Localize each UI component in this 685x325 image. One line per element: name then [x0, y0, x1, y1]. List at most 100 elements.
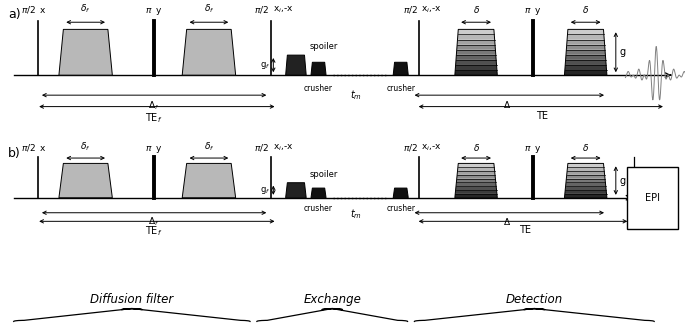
Text: $\delta_f$: $\delta_f$ [80, 3, 91, 15]
Text: spoiler: spoiler [310, 171, 338, 179]
Text: b): b) [8, 147, 21, 160]
Text: $\Delta$: $\Delta$ [503, 99, 511, 111]
Polygon shape [456, 186, 497, 190]
Text: $\pi/2$: $\pi/2$ [21, 142, 36, 153]
Text: $\pi/2$: $\pi/2$ [254, 4, 269, 15]
Text: Diffusion filter: Diffusion filter [90, 293, 173, 306]
Text: crusher: crusher [304, 84, 333, 93]
Polygon shape [564, 70, 607, 75]
Text: $\Delta_f$: $\Delta_f$ [149, 99, 160, 112]
Text: $\delta$: $\delta$ [473, 4, 480, 15]
Polygon shape [311, 188, 326, 198]
Polygon shape [566, 171, 605, 175]
Text: x$_i$,-x: x$_i$,-x [273, 142, 293, 153]
Text: Exchange: Exchange [303, 293, 361, 306]
Text: crusher: crusher [386, 84, 415, 93]
Polygon shape [565, 65, 606, 70]
Text: x$_i$,-x: x$_i$,-x [421, 5, 442, 15]
Polygon shape [182, 29, 236, 75]
Polygon shape [457, 40, 495, 45]
Polygon shape [286, 55, 306, 75]
Polygon shape [458, 34, 495, 40]
Polygon shape [456, 65, 497, 70]
Text: crusher: crusher [386, 204, 415, 213]
Polygon shape [455, 70, 497, 75]
Polygon shape [286, 183, 306, 198]
Text: $\pi/2$: $\pi/2$ [403, 142, 418, 153]
Text: $\delta_f$: $\delta_f$ [80, 140, 91, 153]
Text: TE$_f$: TE$_f$ [145, 111, 163, 125]
Polygon shape [567, 34, 604, 40]
Polygon shape [458, 29, 495, 34]
Text: crusher: crusher [304, 204, 333, 213]
Text: $\pi/2$: $\pi/2$ [254, 142, 269, 153]
Text: $t_m$: $t_m$ [350, 207, 362, 221]
Polygon shape [455, 194, 497, 198]
Polygon shape [566, 175, 605, 179]
Text: $\pi/2$: $\pi/2$ [21, 4, 36, 15]
Text: x: x [40, 144, 45, 153]
Polygon shape [567, 163, 604, 167]
Polygon shape [59, 29, 112, 75]
Polygon shape [59, 163, 112, 198]
Polygon shape [567, 29, 604, 34]
Text: x$_i$,-x: x$_i$,-x [273, 5, 293, 15]
Polygon shape [456, 60, 497, 65]
Polygon shape [566, 182, 606, 186]
Polygon shape [565, 60, 606, 65]
Text: y: y [156, 144, 162, 153]
Text: $\pi/2$: $\pi/2$ [403, 4, 418, 15]
Text: $\pi$: $\pi$ [145, 144, 153, 153]
Text: x$_i$,-x: x$_i$,-x [421, 142, 442, 153]
Text: TE$_f$: TE$_f$ [145, 225, 163, 238]
Text: spoiler: spoiler [310, 42, 338, 51]
Text: g$_f$: g$_f$ [260, 185, 270, 196]
Text: $\delta_f$: $\delta_f$ [203, 3, 214, 15]
Polygon shape [456, 55, 496, 60]
Text: g: g [620, 47, 626, 57]
Polygon shape [567, 167, 604, 171]
Text: EPI: EPI [645, 193, 660, 203]
Polygon shape [456, 179, 496, 182]
Polygon shape [393, 62, 408, 75]
Text: y: y [535, 6, 540, 15]
Text: $\delta_f$: $\delta_f$ [203, 140, 214, 153]
Polygon shape [566, 40, 605, 45]
FancyBboxPatch shape [627, 167, 678, 229]
Text: $\delta$: $\delta$ [473, 142, 480, 153]
Polygon shape [456, 50, 496, 55]
Text: g$_f$: g$_f$ [260, 59, 270, 71]
Polygon shape [566, 179, 606, 182]
Polygon shape [458, 167, 495, 171]
Text: $\Delta_f$: $\Delta_f$ [149, 216, 160, 228]
Text: g: g [620, 176, 626, 186]
Text: $\pi$: $\pi$ [145, 6, 153, 15]
Text: $t_m$: $t_m$ [350, 88, 362, 102]
Polygon shape [311, 62, 326, 75]
Text: TE: TE [519, 225, 531, 235]
Polygon shape [565, 186, 606, 190]
Text: y: y [535, 144, 540, 153]
Polygon shape [458, 163, 495, 167]
Text: a): a) [8, 8, 21, 21]
Polygon shape [457, 45, 495, 50]
Text: $\delta$: $\delta$ [582, 142, 589, 153]
Polygon shape [393, 188, 408, 198]
Text: $\pi$: $\pi$ [524, 6, 532, 15]
Polygon shape [566, 55, 606, 60]
Text: Detection: Detection [506, 293, 563, 306]
Text: y: y [156, 6, 162, 15]
Text: TE: TE [536, 111, 549, 121]
Text: $\delta$: $\delta$ [582, 4, 589, 15]
Polygon shape [456, 182, 496, 186]
Polygon shape [566, 45, 605, 50]
Text: x: x [40, 6, 45, 15]
Polygon shape [566, 50, 606, 55]
Polygon shape [182, 163, 236, 198]
Polygon shape [456, 190, 497, 194]
Text: $\Delta$: $\Delta$ [503, 216, 511, 227]
Text: $\pi$: $\pi$ [524, 144, 532, 153]
Polygon shape [565, 190, 606, 194]
Polygon shape [564, 194, 607, 198]
Polygon shape [457, 175, 495, 179]
